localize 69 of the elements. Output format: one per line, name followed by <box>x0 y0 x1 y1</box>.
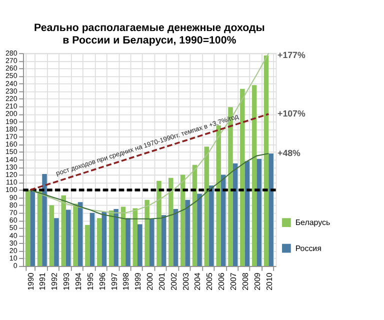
bar <box>49 205 54 266</box>
bar <box>73 204 78 266</box>
bar <box>252 85 257 266</box>
x-tick-label: 1993 <box>62 272 72 290</box>
x-tick-label: 2003 <box>181 272 190 290</box>
bar <box>90 212 95 266</box>
line-series <box>29 113 270 191</box>
bar <box>197 194 202 266</box>
bar <box>268 154 274 266</box>
bar <box>149 218 154 266</box>
legend-label: Россия <box>295 244 322 253</box>
x-tick-label: 1999 <box>134 272 143 290</box>
x-tick-label: 2007 <box>228 272 238 290</box>
bar <box>102 212 107 266</box>
x-tick-label: 2002 <box>169 272 178 290</box>
bar <box>168 178 174 266</box>
x-tick-label: 2008 <box>240 272 250 290</box>
bar <box>25 190 30 266</box>
bar <box>216 125 221 266</box>
x-tick-label: 1998 <box>122 272 131 290</box>
annotation: +48% <box>278 148 301 158</box>
x-tick-label: 2006 <box>217 272 226 290</box>
x-tick-label: 1995 <box>86 272 95 290</box>
bar <box>161 215 166 266</box>
legend-label: Беларусь <box>295 218 330 228</box>
x-tick-label: 1990 <box>26 272 36 290</box>
bar <box>30 190 35 266</box>
x-tick-label: 2009 <box>252 272 262 290</box>
bar <box>66 210 71 266</box>
chart-title: Реально располагаемые денежные доходы в России и Беларуси, 1990=100% <box>34 22 265 46</box>
bar <box>108 210 114 266</box>
bar <box>264 55 269 266</box>
bar <box>61 195 66 266</box>
bar <box>78 202 83 266</box>
x-tick-label: 1994 <box>74 272 84 290</box>
bar <box>54 218 59 266</box>
bar <box>209 185 214 266</box>
bar <box>173 209 178 266</box>
bar <box>256 158 262 266</box>
bar <box>185 200 190 266</box>
bar <box>240 88 245 266</box>
x-tick-label: 2004 <box>193 272 202 290</box>
bar <box>138 224 142 266</box>
bar <box>132 208 138 266</box>
bar <box>220 174 226 266</box>
x-tick-label: 1992 <box>50 272 60 290</box>
x-tick-label: 2005 <box>205 272 214 290</box>
annotation: +107% <box>278 108 306 119</box>
bar <box>156 180 162 266</box>
bar <box>126 218 130 266</box>
x-tick-label: 2001 <box>157 272 166 290</box>
line-series <box>30 52 270 214</box>
annotation: +177% <box>278 50 306 60</box>
bar <box>85 224 90 266</box>
bar <box>96 218 102 266</box>
x-tick-label: 2000 <box>146 272 155 290</box>
x-tick-label: 1991 <box>38 272 48 290</box>
bar <box>114 209 118 266</box>
x-tick-label: 2010 <box>264 272 274 290</box>
x-tick-label: 1997 <box>110 272 119 290</box>
bar <box>42 174 47 266</box>
bar <box>120 206 126 266</box>
bar <box>232 163 238 266</box>
bar <box>144 200 150 266</box>
bar <box>244 161 250 266</box>
bar <box>180 174 186 266</box>
x-tick-label: 1996 <box>98 272 107 290</box>
bar <box>37 192 42 266</box>
bar <box>204 146 210 266</box>
